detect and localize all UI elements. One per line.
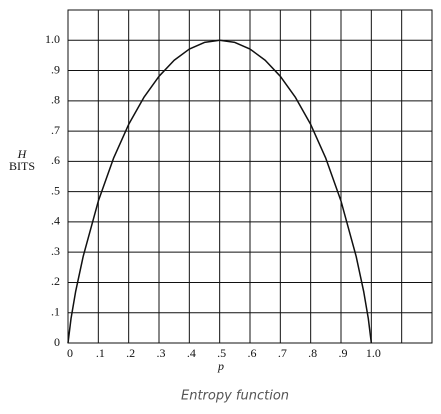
y-axis-symbol: H [17, 147, 28, 161]
caption: Entropy function [181, 389, 289, 404]
y-tick-label: .7 [51, 123, 60, 137]
x-tick-label: .7 [278, 346, 287, 360]
y-tick-label: 0 [54, 335, 60, 349]
y-tick-label: .1 [51, 304, 60, 318]
y-tick-label: .3 [51, 244, 60, 258]
y-tick-label: .9 [51, 62, 60, 76]
x-tick-label: .4 [187, 346, 196, 360]
x-tick-label: .9 [339, 346, 348, 360]
y-tick-label: .2 [51, 274, 60, 288]
y-tick-label: .4 [51, 214, 60, 228]
y-axis-unit: BITS [9, 159, 35, 173]
y-tick-label: 1.0 [45, 32, 60, 46]
y-tick-label: .5 [51, 183, 60, 197]
x-tick-label: .8 [308, 346, 317, 360]
x-axis-label: p [217, 359, 224, 373]
x-tick-label: 0 [67, 346, 73, 360]
x-tick-label: .6 [248, 346, 257, 360]
x-tick-label: .1 [96, 346, 105, 360]
x-tick-label: .3 [157, 346, 166, 360]
entropy-curve [67, 39, 373, 344]
y-tick-label: .8 [51, 93, 60, 107]
x-tick-label: 1.0 [366, 346, 381, 360]
y-tick-label: .6 [51, 153, 60, 167]
x-tick-label: .5 [217, 346, 226, 360]
x-tick-label: .2 [126, 346, 135, 360]
